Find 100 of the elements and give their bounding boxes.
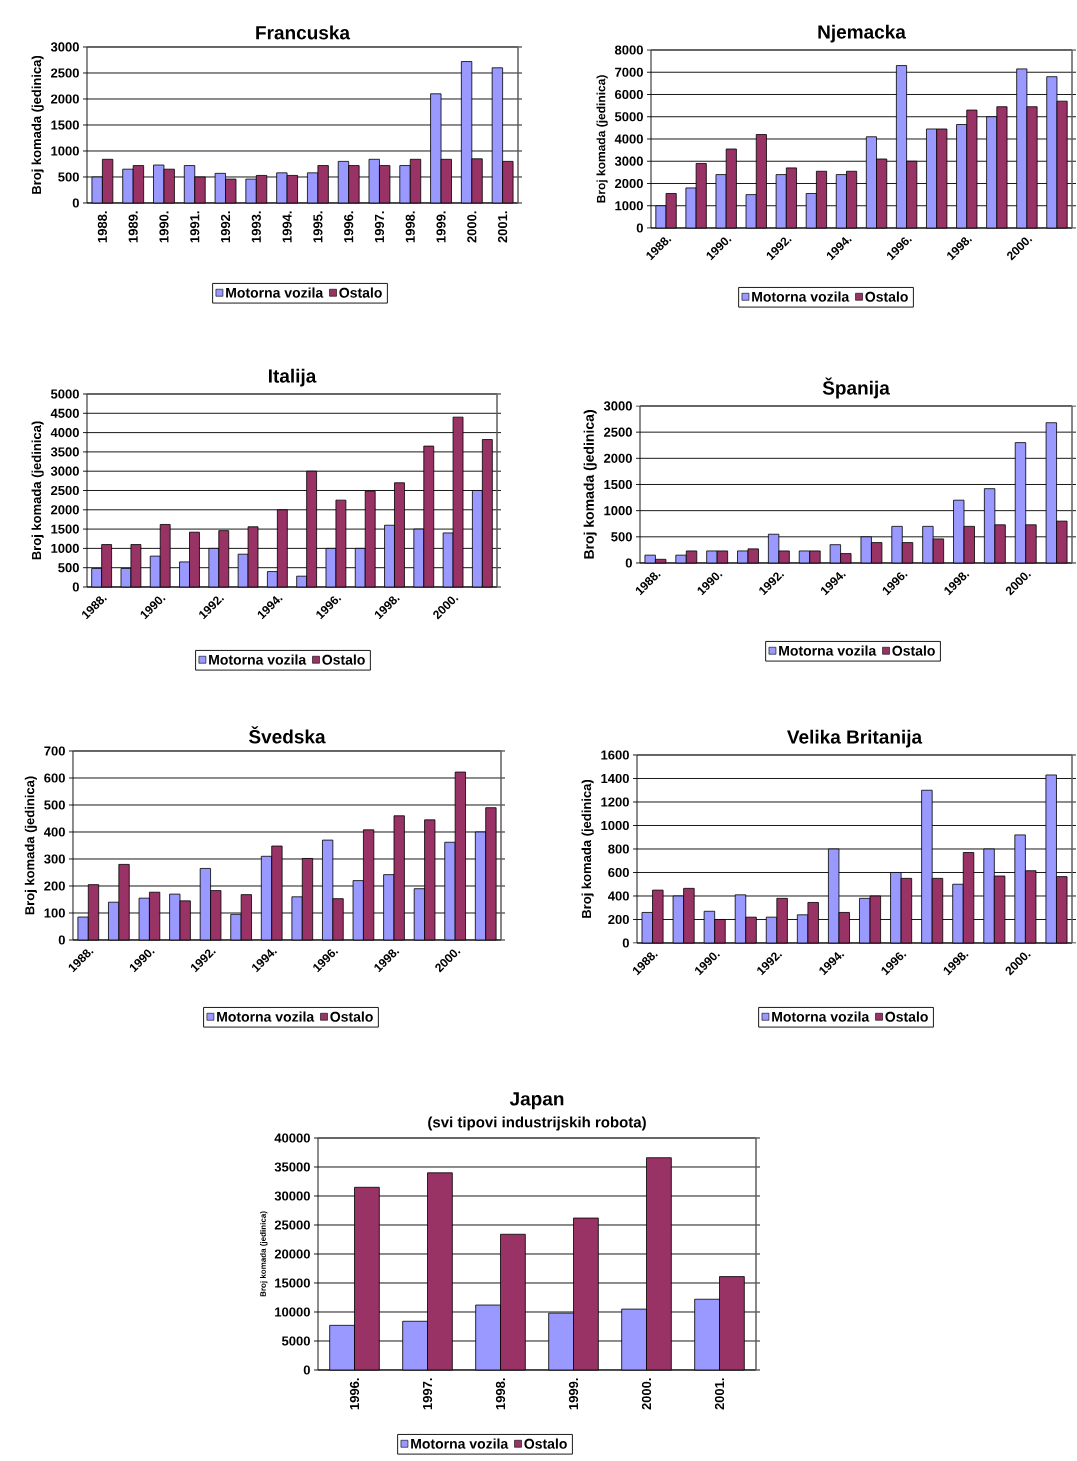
chart-title: Japan [509,1092,564,1110]
legend-label: Motorna vozila [226,287,324,298]
y-axis-title: Broj komada (jedinica) [31,55,44,194]
y-tick-label: 2000 [51,505,79,515]
legend-label: Motorna vozila [209,654,307,665]
y-tick-label: 10000 [275,1307,310,1317]
legend-label: Ostalo [330,1011,373,1022]
x-tick-label: 1991. [190,211,200,243]
legend-label: Ostalo [322,654,365,665]
y-tick-label: 0 [622,938,629,948]
x-tick-label: 1990. [159,211,169,243]
y-tick-label: 500 [611,532,632,542]
y-tick-label: 500 [58,172,79,182]
x-tick-label: 1997. [374,211,385,243]
y-tick-label: 3500 [50,447,79,457]
x-tick-label: 1998. [405,211,415,243]
y-tick-label: 700 [44,746,65,756]
x-tick-label: 2001. [498,211,508,243]
chart-subtitle: (svi tipovi industrijskih robota) [428,1116,646,1131]
x-tick-label: 2000. [467,211,477,243]
y-tick-label: 1000 [615,201,643,211]
x-tick-label: 1999. [436,211,446,243]
y-tick-label: 1600 [601,750,629,760]
y-tick-label: 15000 [275,1278,310,1288]
y-tick-label: 1500 [51,524,79,534]
x-tick-label: 2001. [714,1378,725,1410]
legend-label: Motorna vozila [752,291,850,302]
x-tick-label: 1998. [495,1378,506,1410]
y-tick-label: 0 [72,198,79,208]
y-tick-label: 1500 [51,120,79,130]
y-tick-label: 6000 [615,89,643,100]
y-tick-label: 20000 [274,1249,310,1259]
y-tick-label: 3000 [603,401,632,411]
y-tick-label: 4000 [50,427,79,438]
y-tick-label: 200 [44,881,65,891]
y-tick-label: 500 [58,563,79,573]
y-tick-label: 2000 [615,178,643,189]
x-tick-label: 1992. [220,211,231,243]
y-tick-label: 0 [72,582,79,592]
x-tick-label: 1995. [313,211,323,243]
y-tick-label: 1000 [51,146,79,156]
legend-label: Motorna vozila [779,645,877,656]
y-tick-label: 3000 [614,156,643,166]
y-tick-label: 2500 [51,68,79,78]
y-tick-label: 5000 [614,112,643,122]
legend-label: Motorna vozila [217,1011,315,1022]
chart-title: Njemacka [818,24,906,43]
x-tick-label: 1993. [251,211,261,243]
y-axis-title: Broj komada (jedinica) [596,75,608,203]
y-tick-label: 2500 [604,427,632,437]
y-tick-label: 3000 [50,466,79,476]
x-tick-label: 1996. [349,1378,360,1410]
chart-title: Italija [268,368,317,387]
x-tick-label: 1994. [282,211,292,243]
legend-label: Ostalo [885,1011,928,1022]
x-tick-label: 1997. [422,1378,433,1410]
y-tick-label: 3000 [50,42,79,52]
y-axis-title: Broj komada (jedinica) [259,1211,268,1297]
legend-label: Motorna vozila [411,1438,509,1449]
y-tick-label: 1000 [51,543,79,553]
chart-title: Španija [822,377,890,399]
y-axis-title: Broj komada (jedinica) [31,421,44,560]
y-tick-label: 800 [608,844,629,854]
legend-label: Ostalo [892,645,935,656]
y-axis-title: Broj komada (jedinica) [583,410,597,559]
y-tick-label: 7000 [615,67,643,77]
x-tick-label: 1988. [97,211,107,243]
y-tick-label: 200 [608,914,629,925]
y-axis-title: Broj komada (jedinica) [581,779,594,918]
legend-label: Motorna vozila [772,1011,870,1022]
x-tick-label: 1999. [568,1378,579,1410]
y-tick-label: 100 [44,908,65,918]
legend-label: Ostalo [865,291,908,302]
y-tick-label: 4000 [614,134,643,144]
y-tick-label: 500 [44,800,65,810]
chart-title: Francuska [256,25,351,40]
y-tick-label: 0 [625,558,632,568]
y-tick-label: 1000 [604,506,632,516]
y-tick-label: 0 [58,935,65,945]
chart-title: Švedska [248,726,326,744]
y-tick-label: 4500 [50,408,79,418]
y-axis-title: Broj komada (jedinica) [24,776,37,915]
x-tick-label: 1989. [128,211,138,243]
legend-label: Ostalo [339,287,382,298]
x-tick-label: 2000. [641,1378,652,1410]
y-tick-label: 400 [607,891,629,901]
y-tick-label: 600 [608,867,629,878]
y-tick-label: 400 [43,827,65,837]
y-tick-label: 8000 [614,45,643,55]
y-tick-label: 5000 [50,389,79,399]
y-tick-label: 0 [636,223,643,233]
y-tick-label: 600 [44,773,65,783]
y-tick-label: 2500 [51,485,79,496]
y-tick-label: 0 [303,1365,310,1375]
y-tick-label: 35000 [274,1162,310,1172]
y-tick-label: 2000 [51,94,79,104]
y-tick-label: 1000 [601,820,629,831]
y-tick-label: 1400 [601,773,629,784]
legend-label: Ostalo [524,1438,567,1449]
x-tick-label: 1996. [344,211,354,243]
